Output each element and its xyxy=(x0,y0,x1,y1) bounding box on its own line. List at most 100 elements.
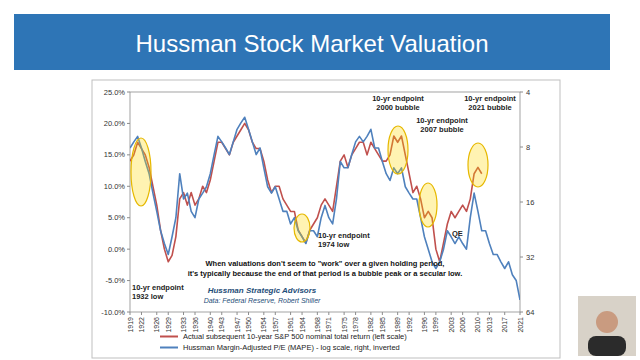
x-tick-label: 1922 xyxy=(138,317,145,333)
y-tick-label: 25.0% xyxy=(104,88,126,97)
y2-tick-label: 8 xyxy=(526,143,530,152)
x-tick-label: 2021 xyxy=(517,317,524,333)
x-tick xyxy=(141,312,142,315)
annotation: 1932 low xyxy=(132,292,163,301)
legend-entry: Actual subsequent 10-year S&P 500 nomina… xyxy=(183,332,407,341)
x-tick xyxy=(317,312,318,315)
x-tick-label: 1999 xyxy=(432,317,439,333)
x-tick xyxy=(130,312,131,315)
presenter-thumbnail xyxy=(578,296,636,356)
y-tick-label: 5.0% xyxy=(108,213,125,222)
y2-tick-label: 64 xyxy=(526,308,534,317)
source: Hussman Strategic Advisors xyxy=(208,286,317,295)
highlight-ellipse xyxy=(131,138,151,206)
x-tick xyxy=(237,312,238,315)
series-group xyxy=(130,117,520,300)
annotation: 2000 bubble xyxy=(376,103,419,112)
x-tick xyxy=(397,312,398,315)
y-tick xyxy=(127,123,130,124)
x-tick-label: 1992 xyxy=(406,317,413,333)
x-tick-label: 1985 xyxy=(379,317,386,333)
header-band xyxy=(14,14,610,70)
x-tick-label: 2010 xyxy=(474,317,481,333)
title: Hussman Stock Market Valuation xyxy=(135,30,488,57)
x-tick-label: 1989 xyxy=(394,317,401,333)
annotation: 10-yr endpoint xyxy=(132,283,184,292)
annotation: 2007 bubble xyxy=(420,125,463,134)
highlight-ellipse xyxy=(419,183,437,227)
y-tick xyxy=(127,217,130,218)
x-tick xyxy=(435,312,436,315)
x-tick-label: 1975 xyxy=(341,317,348,333)
legend-swatch xyxy=(160,347,178,349)
note: When valuations don't seem to "work" ove… xyxy=(206,259,445,268)
annotation: 2021 bubble xyxy=(468,103,511,112)
x-tick xyxy=(221,312,222,315)
highlight-ellipse xyxy=(294,214,310,242)
x-tick-label: 1961 xyxy=(287,317,294,333)
annotation: 10-yr endpoint xyxy=(318,231,370,240)
x-tick-label: 1971 xyxy=(325,317,332,333)
x-tick-label: 1919 xyxy=(127,317,134,333)
annotation: 10-yr endpoint xyxy=(464,94,516,103)
x-tick xyxy=(520,312,521,315)
x-tick xyxy=(409,312,410,315)
x-tick xyxy=(344,312,345,315)
x-tick-label: 1982 xyxy=(367,317,374,333)
y-tick xyxy=(127,92,130,93)
x-tick xyxy=(168,312,169,315)
x-tick xyxy=(355,312,356,315)
x-tick-label: 1964 xyxy=(299,317,306,333)
y-tick-label: -5.0% xyxy=(105,276,125,285)
annotation: 10-yr endpoint xyxy=(372,94,424,103)
thumbnail-bg xyxy=(578,296,636,356)
x-tick xyxy=(462,312,463,315)
x-tick xyxy=(195,312,196,315)
y2-tick xyxy=(520,147,523,148)
x-tick-label: 2017 xyxy=(501,317,508,333)
annotation: QE xyxy=(452,229,463,238)
x-tick xyxy=(504,312,505,315)
legend-entry: Hussman Margin-Adjusted P/E (MAPE) - log… xyxy=(183,343,400,352)
slide: Hussman Stock Market Valuation -10.0% -5.0… xyxy=(0,0,640,360)
source: Data: Federal Reserve, Robert Shiller xyxy=(204,297,321,304)
x-tick-label: 1968 xyxy=(314,317,321,333)
x-tick-label: 2003 xyxy=(448,317,455,333)
y-tick-label: -10.0% xyxy=(101,308,125,317)
x-tick-label: 1954 xyxy=(260,317,267,333)
x-tick-label: 1940 xyxy=(207,317,214,333)
x-tick-label: 1929 xyxy=(165,317,172,333)
x-tick xyxy=(290,312,291,315)
x-tick xyxy=(302,312,303,315)
x-tick-label: 1933 xyxy=(180,317,187,333)
x-tick-label: 2013 xyxy=(486,317,493,333)
x-tick xyxy=(328,312,329,315)
x-tick-label: 1978 xyxy=(352,317,359,333)
legend-swatch xyxy=(160,336,178,338)
thumbnail-body xyxy=(588,336,626,356)
y-tick-label: 20.0% xyxy=(104,119,126,128)
highlight-ellipse xyxy=(388,126,408,174)
y2-tick xyxy=(520,202,523,203)
y-tick xyxy=(127,154,130,155)
x-tick-label: 1926 xyxy=(153,317,160,333)
x-tick xyxy=(210,312,211,315)
annotation: 1974 low xyxy=(318,240,349,249)
x-tick xyxy=(477,312,478,315)
x-tick xyxy=(248,312,249,315)
thumbnail-head xyxy=(596,311,618,333)
x-tick-label: 1943 xyxy=(218,317,225,333)
x-tick-label: 1957 xyxy=(272,317,279,333)
y-tick xyxy=(127,280,130,281)
y-tick-label: 0.0% xyxy=(108,245,125,254)
x-tick-label: 1936 xyxy=(192,317,199,333)
y2-tick-label: 4 xyxy=(526,88,530,97)
x-tick xyxy=(451,312,452,315)
series-line xyxy=(130,117,520,300)
y2-tick-label: 32 xyxy=(526,253,534,262)
note: it's typically because the end of that p… xyxy=(188,269,463,278)
y-tick xyxy=(127,186,130,187)
x-tick xyxy=(156,312,157,315)
x-tick xyxy=(370,312,371,315)
x-tick-label: 1950 xyxy=(245,317,252,333)
